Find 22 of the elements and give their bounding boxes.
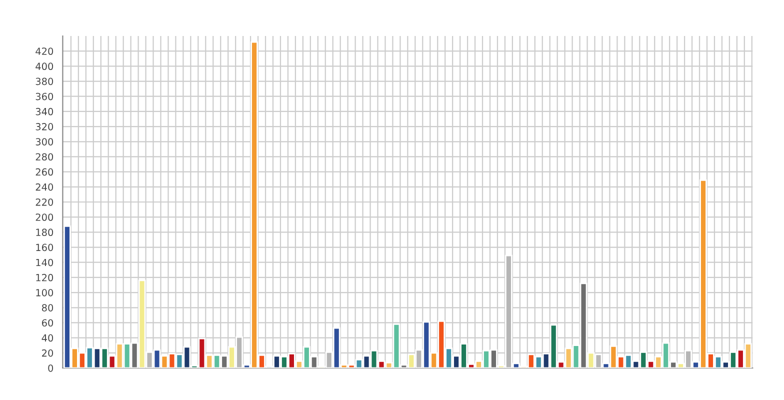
y-tick-label: 160 xyxy=(36,244,54,252)
y-tick-label: 420 xyxy=(36,48,54,55)
y-tick-label: 260 xyxy=(36,168,54,176)
y-tick-label: 380 xyxy=(36,78,54,86)
y-tick-label: 300 xyxy=(36,138,54,146)
y-tick-label: 320 xyxy=(36,123,54,130)
y-tick-label: 240 xyxy=(36,183,54,191)
y-tick-label: 40 xyxy=(42,334,54,342)
y-tick-label: 140 xyxy=(36,258,54,266)
y-tick-label: 120 xyxy=(36,274,54,282)
y-tick-label: 340 xyxy=(36,108,54,116)
y-tick-label: 0 xyxy=(48,364,54,372)
y-tick-label: 220 xyxy=(36,198,54,206)
y-tick-label: 280 xyxy=(36,153,54,161)
y-tick-label: 100 xyxy=(36,289,54,296)
y-tick-label: 200 xyxy=(36,214,54,221)
y-tick-label: 400 xyxy=(36,62,54,70)
y-tick-label: 180 xyxy=(36,228,54,236)
y-tick-label: 360 xyxy=(36,92,54,100)
y-tick-label: 80 xyxy=(42,304,54,312)
y-tick-label: 60 xyxy=(42,319,54,327)
y-tick-label: 20 xyxy=(42,349,54,357)
